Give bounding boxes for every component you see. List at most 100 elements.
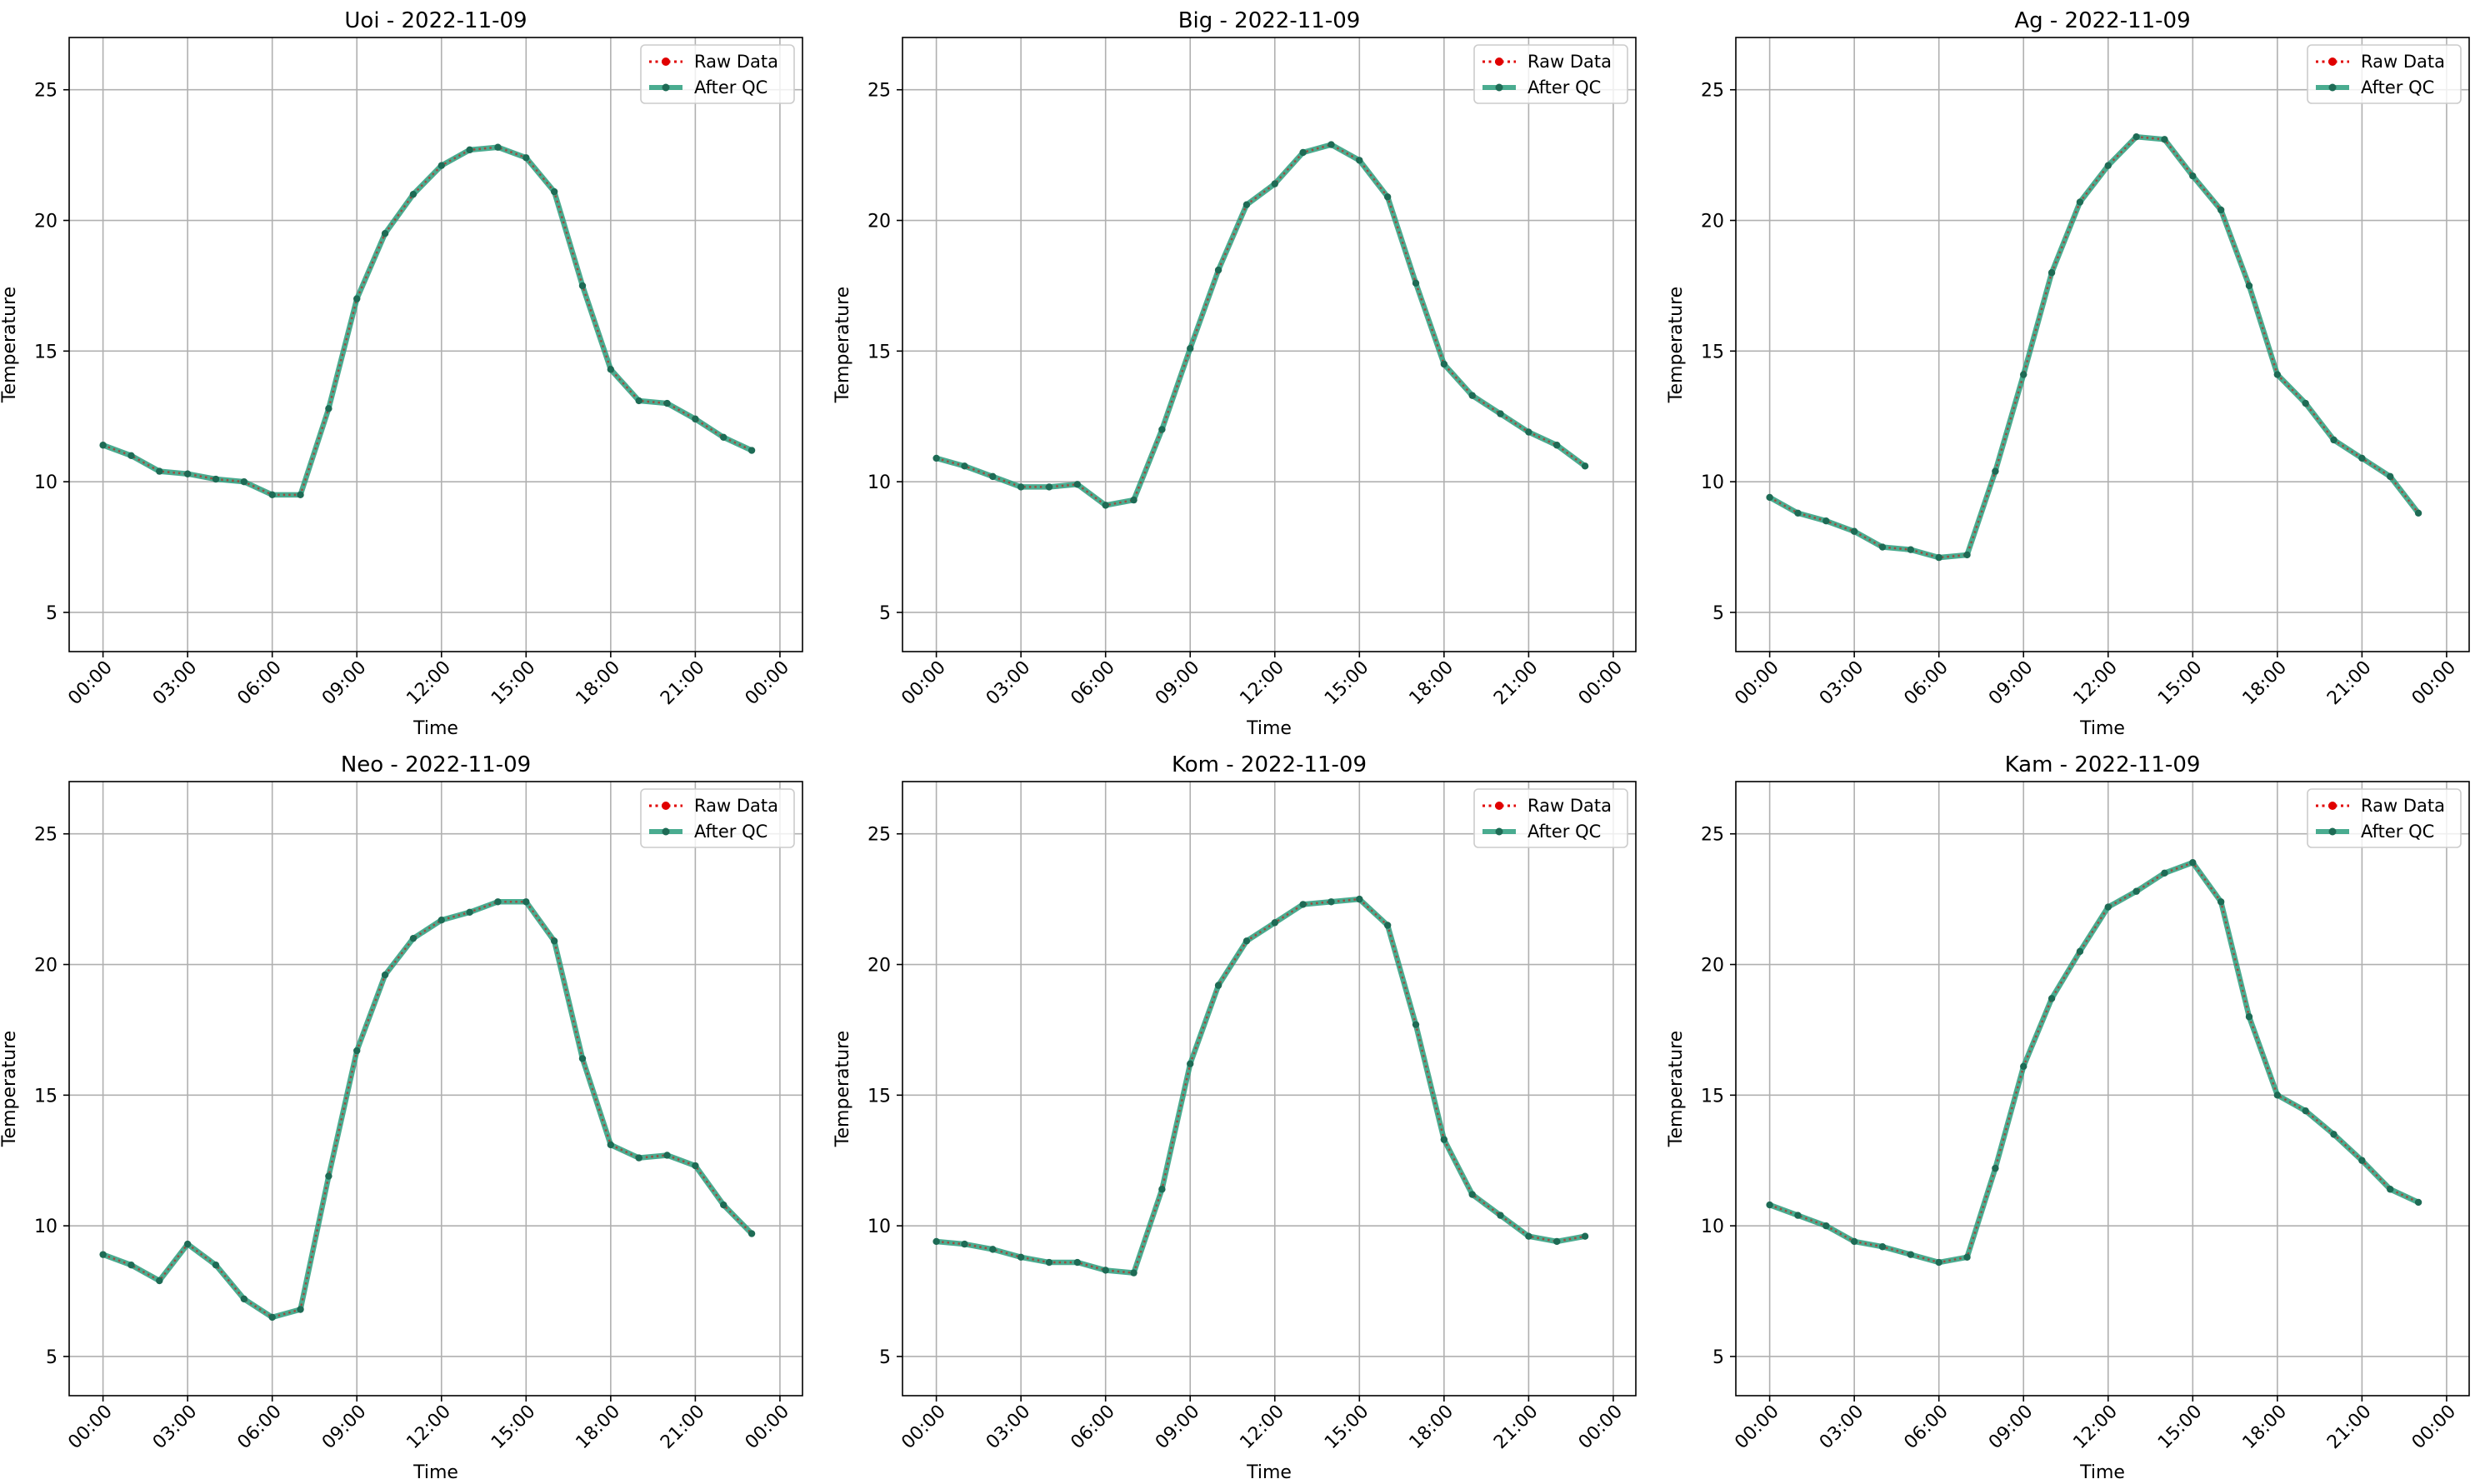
- after-qc-point: [932, 454, 940, 462]
- subplot-3: 5 10 15 20 25 00:00 03:00 06:00 09:00 12:00 15:00 1…: [0, 752, 803, 1483]
- after-qc-point: [748, 1230, 756, 1237]
- after-qc-point: [2358, 454, 2366, 462]
- after-qc-point: [128, 452, 135, 459]
- after-qc-point: [240, 477, 248, 486]
- x-tick-label: 00:00: [64, 1402, 117, 1454]
- legend-raw-marker: [2328, 802, 2337, 810]
- x-axis-label: Time: [412, 718, 458, 739]
- after-qc-point: [550, 187, 558, 196]
- after-qc-point: [2330, 436, 2338, 444]
- after-qc-line: [1767, 133, 2422, 561]
- after-qc-point: [381, 971, 389, 979]
- x-tick-label: 00:00: [64, 657, 117, 710]
- after-qc-point: [1271, 919, 1278, 927]
- x-tick-label: 15:00: [488, 657, 540, 710]
- x-tick-label: 15:00: [2154, 657, 2207, 710]
- x-tick-label: 06:00: [233, 657, 286, 710]
- after-qc-point: [494, 898, 502, 906]
- x-axis-label: Time: [1246, 718, 1292, 739]
- after-qc-point: [663, 1152, 671, 1159]
- x-tick-label: 15:00: [1321, 1402, 1373, 1454]
- after-qc-point: [1581, 1232, 1589, 1240]
- after-qc-point: [1794, 509, 1802, 517]
- after-qc-point: [1045, 1258, 1053, 1267]
- legend: Raw Data After QC: [640, 788, 795, 848]
- after-qc-point: [989, 1246, 997, 1253]
- chart-title: Kam - 2022-11-09: [2005, 752, 2201, 777]
- after-qc-point: [1553, 1237, 1561, 1246]
- y-tick-label: 5: [1712, 1347, 1724, 1368]
- legend-qc-marker: [2328, 827, 2337, 836]
- after-qc-point: [494, 143, 502, 151]
- after-qc-point: [720, 1201, 728, 1209]
- after-qc-point: [2387, 1186, 2394, 1193]
- axes-frame: [68, 781, 803, 1397]
- x-tick-label: 18:00: [2239, 1402, 2292, 1454]
- x-tick-label: 03:00: [1816, 1402, 1868, 1454]
- after-qc-point: [2104, 903, 2112, 911]
- after-qc-line: [933, 142, 1588, 508]
- after-qc-point: [1766, 493, 1773, 502]
- after-qc-point: [212, 1261, 220, 1269]
- after-qc-point: [663, 399, 671, 407]
- x-tick-label: 00:00: [2408, 1402, 2461, 1454]
- x-tick-label: 03:00: [1816, 657, 1868, 710]
- legend: Raw Data After QC: [1473, 44, 1628, 104]
- y-tick-label: 20: [868, 956, 891, 977]
- legend-label-raw: Raw Data: [694, 796, 778, 816]
- after-qc-point: [522, 898, 530, 906]
- legend: Raw Data After QC: [2307, 44, 2462, 104]
- after-qc-point: [1440, 360, 1448, 368]
- x-tick-label: 03:00: [149, 657, 202, 710]
- x-tick-label: 21:00: [1490, 657, 1542, 710]
- x-tick-label: 18:00: [1406, 1402, 1458, 1454]
- legend-raw-marker: [1495, 802, 1503, 810]
- after-qc-point: [961, 1240, 968, 1248]
- axes-frame: [1735, 781, 2470, 1397]
- grid: [1736, 782, 2469, 1396]
- after-qc-point: [989, 472, 997, 481]
- after-qc-point: [1242, 201, 1251, 208]
- y-tick-label: 5: [1712, 603, 1724, 624]
- raw-data-line: [936, 143, 1586, 507]
- after-qc-point: [183, 1240, 192, 1248]
- after-qc-point: [2048, 269, 2056, 277]
- y-tick-label: 20: [1701, 956, 1724, 977]
- x-tick-label: 15:00: [2154, 1402, 2207, 1454]
- x-tick-label: 00:00: [742, 1402, 794, 1454]
- y-tick-label: 5: [46, 1347, 58, 1368]
- legend-label-qc: After QC: [694, 77, 768, 97]
- after-qc-point: [466, 908, 473, 917]
- x-tick-label: 09:00: [1985, 1402, 2038, 1454]
- y-tick-label: 5: [879, 603, 891, 624]
- after-qc-point: [1850, 1237, 1858, 1246]
- y-tick-label: 20: [34, 956, 58, 977]
- x-tick-label: 06:00: [1067, 1402, 1119, 1454]
- x-tick-label: 09:00: [1152, 1402, 1204, 1454]
- x-tick-label: 00:00: [898, 657, 950, 710]
- y-tick-label: 5: [46, 603, 58, 624]
- after-qc-point: [607, 1141, 615, 1149]
- after-qc-point: [1158, 426, 1166, 433]
- after-qc-point: [1581, 462, 1589, 470]
- after-qc-point: [550, 937, 558, 945]
- after-qc-point: [2076, 198, 2084, 206]
- after-qc-point: [2020, 371, 2028, 378]
- after-qc-point: [1158, 1186, 1166, 1193]
- x-tick-label: 21:00: [2323, 657, 2376, 710]
- legend-label-raw: Raw Data: [1528, 52, 1612, 72]
- after-qc-point: [1242, 937, 1251, 945]
- x-tick-label: 00:00: [1575, 1402, 1628, 1454]
- legend-label-raw: Raw Data: [1528, 796, 1612, 816]
- after-qc-point: [1468, 1191, 1476, 1198]
- x-tick-label: 09:00: [1152, 657, 1204, 710]
- after-qc-point: [1935, 1258, 1942, 1267]
- after-qc-point: [2217, 206, 2225, 214]
- x-tick-label: 12:00: [402, 1402, 455, 1454]
- legend: Raw Data After QC: [1473, 788, 1628, 848]
- x-tick-label: 12:00: [402, 657, 455, 710]
- legend-raw-marker: [1495, 57, 1503, 66]
- y-tick-label: 5: [879, 1347, 891, 1368]
- after-qc-point: [325, 405, 332, 412]
